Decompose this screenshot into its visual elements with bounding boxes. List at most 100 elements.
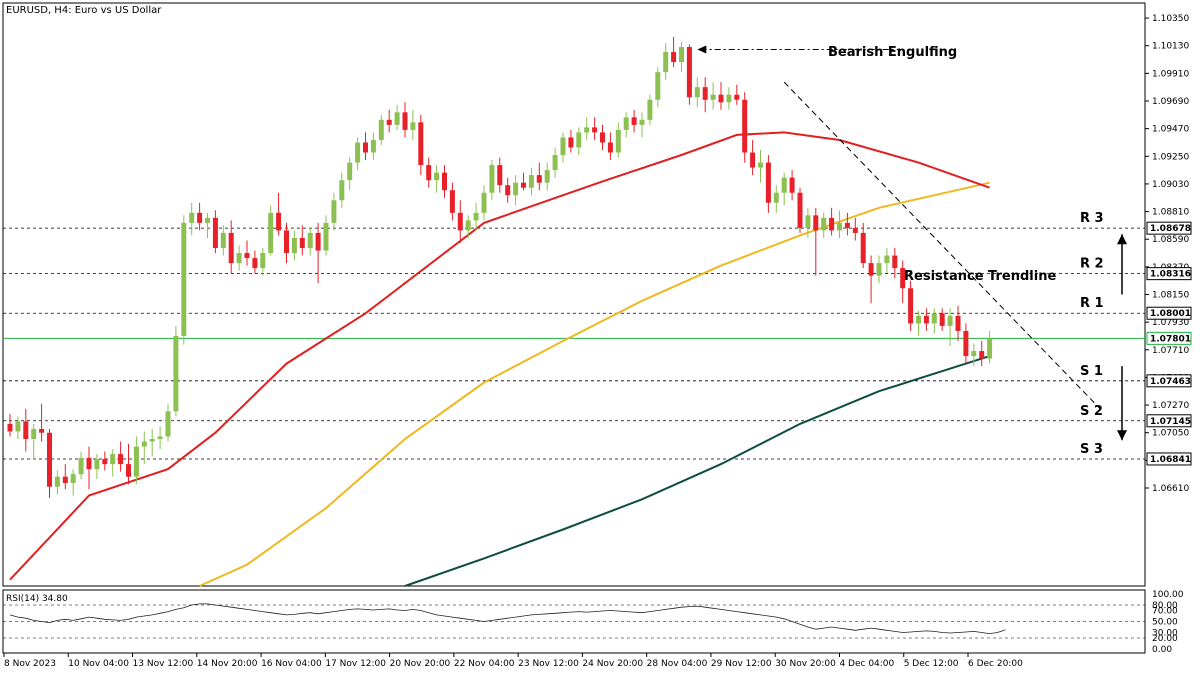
price-tick-label: 1.08150 bbox=[1152, 291, 1189, 301]
candle bbox=[773, 185, 779, 213]
candle bbox=[157, 426, 163, 450]
down-arrow-head bbox=[1117, 430, 1127, 441]
candle-body bbox=[623, 117, 629, 130]
price-tag: 1.08678 bbox=[1146, 221, 1192, 235]
candle-body bbox=[149, 438, 155, 442]
price-tag-label: 1.08678 bbox=[1150, 224, 1191, 234]
candle-body bbox=[394, 112, 400, 125]
price-tick-label: 1.09250 bbox=[1152, 152, 1189, 162]
candle-body bbox=[528, 175, 534, 188]
candle-body bbox=[78, 457, 84, 475]
candle bbox=[402, 102, 408, 138]
price-tag: 1.08001 bbox=[1146, 306, 1192, 320]
candle bbox=[892, 248, 898, 279]
candle-body bbox=[615, 129, 621, 153]
time-tick-label: 8 Nov 2023 bbox=[4, 659, 56, 669]
candle-body bbox=[7, 423, 13, 432]
ma-mid-line bbox=[199, 181, 990, 587]
candle bbox=[181, 215, 187, 345]
candle-body bbox=[694, 87, 700, 98]
time-axis: 8 Nov 2023 10 Nov 04:00 13 Nov 12:00 14 Nov… bbox=[3, 653, 1023, 669]
candle-body bbox=[31, 428, 37, 439]
candle bbox=[821, 212, 827, 238]
level-label: S 2 bbox=[1080, 404, 1103, 419]
candle-body bbox=[718, 94, 724, 103]
candle-body bbox=[781, 177, 787, 193]
candle-body bbox=[923, 315, 929, 324]
candle-body bbox=[686, 46, 692, 98]
candle bbox=[718, 82, 724, 110]
candle bbox=[552, 147, 558, 178]
price-tag-box bbox=[1146, 267, 1192, 281]
candle-body bbox=[607, 142, 613, 153]
candle-body bbox=[513, 182, 519, 196]
candle-body bbox=[592, 127, 598, 133]
candle-body bbox=[521, 182, 526, 188]
time-tick-label: 10 Nov 04:00 bbox=[68, 659, 129, 669]
level-lines bbox=[3, 227, 1145, 460]
candle-body bbox=[568, 137, 574, 148]
candle-body bbox=[355, 142, 361, 163]
candle bbox=[758, 150, 763, 183]
candle-body bbox=[473, 212, 479, 221]
price-tag: 1.08316 bbox=[1146, 267, 1192, 281]
candle-body bbox=[758, 162, 763, 168]
candle bbox=[481, 185, 487, 221]
candle-body bbox=[165, 411, 171, 437]
candle bbox=[284, 222, 289, 264]
candle-body bbox=[971, 351, 977, 357]
candle bbox=[31, 423, 37, 460]
candle-body bbox=[347, 162, 353, 181]
candle bbox=[829, 207, 835, 236]
level-label: S 3 bbox=[1080, 442, 1103, 457]
time-tick-label: 14 Nov 20:00 bbox=[197, 659, 258, 669]
candle-body bbox=[315, 232, 321, 251]
candle bbox=[133, 436, 139, 485]
candle bbox=[315, 222, 321, 284]
candle-body bbox=[639, 119, 645, 125]
candle bbox=[331, 192, 337, 231]
candle bbox=[852, 217, 858, 241]
up-arrow-head bbox=[1117, 234, 1127, 245]
price-tick-label: 1.07710 bbox=[1152, 346, 1189, 356]
price-tick-label: 1.07270 bbox=[1152, 401, 1189, 411]
rsi-tick-label: 100.00 bbox=[1152, 590, 1184, 600]
candle-body bbox=[197, 212, 203, 223]
candle-body bbox=[852, 227, 858, 233]
rsi-tick-label: 30.00 bbox=[1152, 629, 1178, 639]
candle-body bbox=[291, 237, 297, 254]
candle-body bbox=[679, 46, 684, 63]
candle bbox=[631, 109, 637, 133]
time-tick-label: 4 Dec 04:00 bbox=[839, 659, 894, 669]
candle-body bbox=[173, 335, 179, 412]
candle-body bbox=[189, 212, 195, 223]
candle bbox=[876, 255, 882, 284]
candle-body bbox=[465, 220, 471, 231]
candle bbox=[110, 449, 116, 477]
candle-body bbox=[576, 132, 582, 148]
price-tag-label: 1.07463 bbox=[1150, 377, 1191, 387]
candle-body bbox=[157, 436, 163, 439]
candle bbox=[947, 308, 953, 347]
candle bbox=[726, 87, 732, 110]
candle bbox=[291, 230, 297, 261]
candle-body bbox=[141, 441, 147, 447]
time-tick-label: 23 Nov 12:00 bbox=[518, 659, 579, 669]
candle bbox=[742, 92, 748, 163]
candle bbox=[228, 220, 234, 274]
candle bbox=[987, 330, 993, 364]
candle bbox=[734, 84, 740, 105]
candle-body bbox=[284, 230, 289, 254]
candle bbox=[173, 325, 179, 417]
candle-body bbox=[260, 253, 266, 269]
price-tick-label: 1.06610 bbox=[1152, 484, 1189, 494]
candle bbox=[220, 225, 226, 256]
candle bbox=[694, 77, 700, 108]
candle bbox=[363, 132, 368, 161]
candle-body bbox=[47, 432, 52, 487]
candle-body bbox=[118, 454, 124, 465]
candle-body bbox=[212, 217, 218, 249]
candle-body bbox=[220, 232, 226, 249]
